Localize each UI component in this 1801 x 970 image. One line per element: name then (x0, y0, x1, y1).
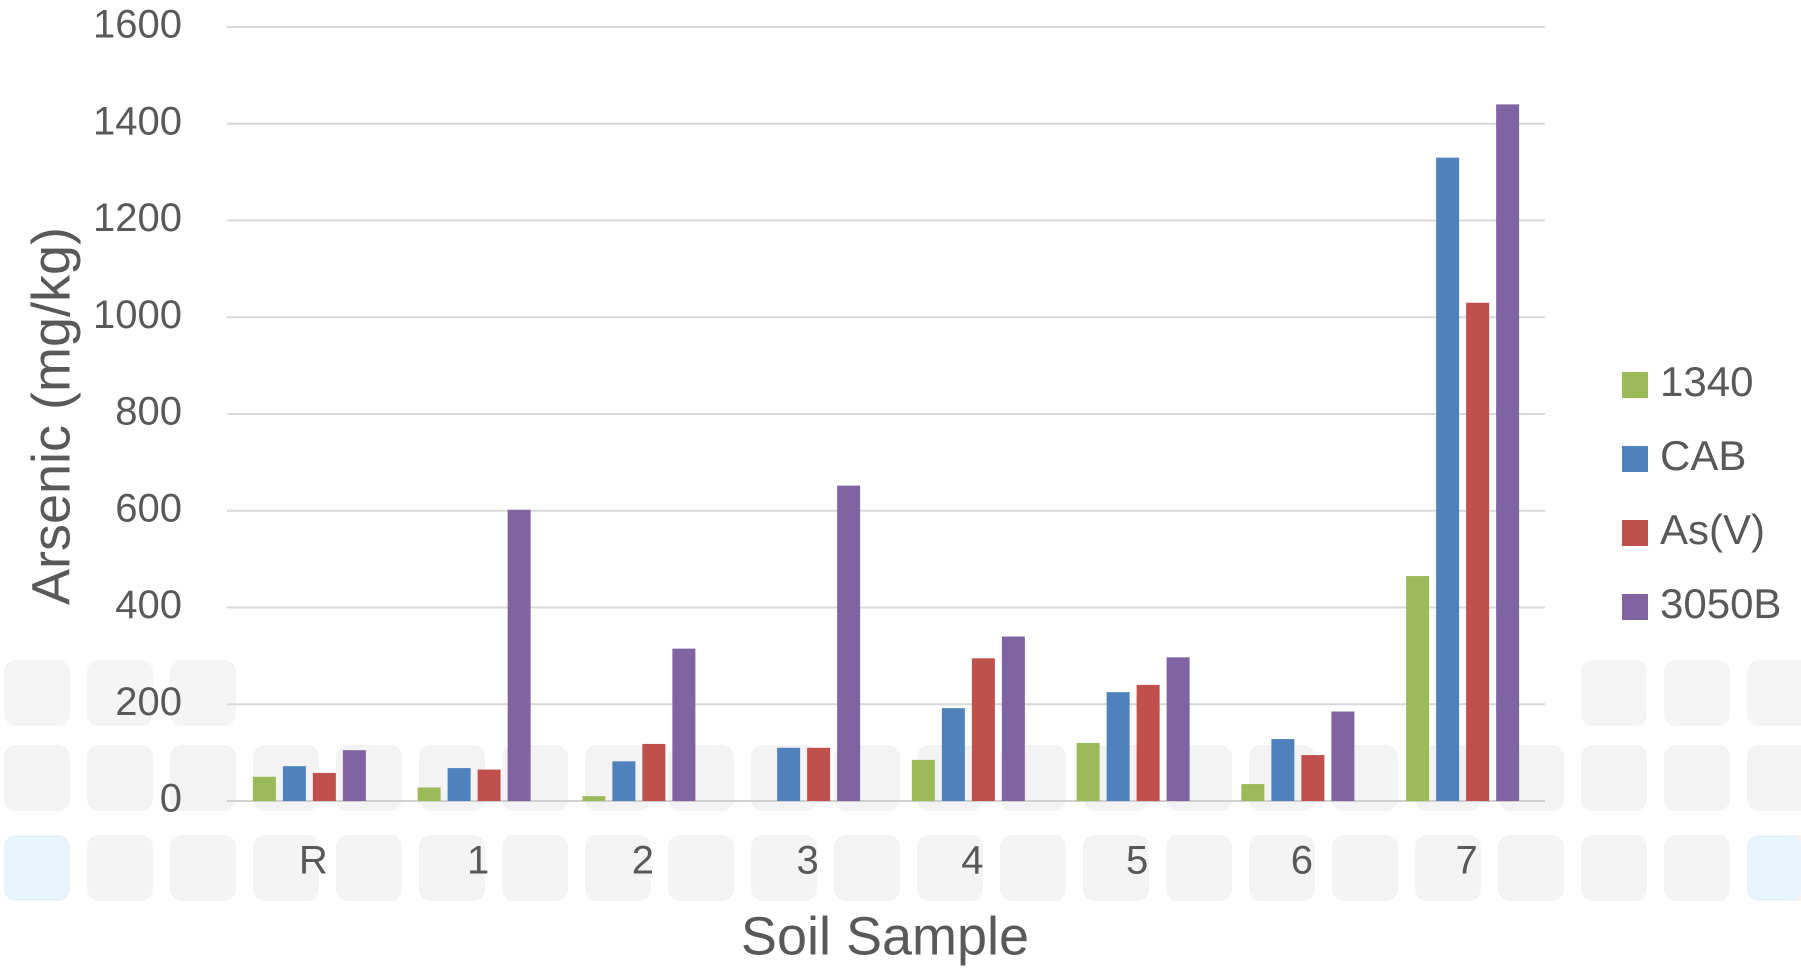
background-tile (917, 835, 983, 901)
background-tile (170, 660, 236, 726)
background-tile (170, 745, 236, 811)
bars (252, 104, 1520, 802)
gridlines (227, 26, 1545, 802)
bar (1436, 157, 1460, 802)
x-tick-label: 2 (632, 839, 654, 883)
legend: 1340 CAB As(V) 3050B (1622, 358, 1781, 627)
background-tile (1747, 660, 1801, 726)
background-tile (170, 835, 236, 901)
bar (672, 648, 696, 801)
background-tile (1083, 835, 1149, 901)
x-tick-label: 6 (1291, 839, 1313, 883)
legend-swatch (1622, 520, 1648, 546)
background-tile (87, 745, 153, 811)
bar (1076, 742, 1100, 801)
background-tile (336, 835, 402, 901)
y-axis-ticks: 0 200 400 600 800 1000 1200 1400 1600 (93, 3, 182, 821)
background-tile (1664, 660, 1730, 726)
y-tick-label: 800 (115, 390, 182, 434)
bar (777, 747, 801, 801)
background-tile (1249, 835, 1315, 901)
background-tile (87, 660, 153, 726)
bar (1001, 636, 1025, 801)
x-tick-label: R (299, 839, 328, 883)
background-tile (585, 835, 651, 901)
bar (582, 796, 606, 801)
bar (837, 485, 861, 801)
background-tile (253, 835, 319, 901)
background-tile (4, 835, 70, 901)
background-tile (4, 660, 70, 726)
background-tile (4, 745, 70, 811)
x-tick-label: 4 (961, 839, 983, 883)
x-tick-label: 5 (1126, 839, 1148, 883)
legend-swatch (1622, 372, 1648, 398)
legend-label: 3050B (1660, 580, 1781, 627)
y-tick-label: 0 (160, 777, 182, 821)
bar (1271, 739, 1295, 801)
legend-label: As(V) (1660, 506, 1765, 553)
bar (1331, 711, 1355, 801)
bar (612, 761, 636, 801)
bar (1166, 657, 1190, 801)
bar (417, 787, 441, 801)
y-axis-title: Arsenic (mg/kg) (21, 227, 81, 605)
x-tick-label: 7 (1456, 839, 1478, 883)
background-tile (1000, 835, 1066, 901)
bar (1496, 104, 1520, 801)
x-axis-title: Soil Sample (741, 906, 1029, 966)
bar (312, 772, 336, 801)
bar (971, 658, 995, 801)
bar (1301, 755, 1325, 801)
x-tick-label: 3 (797, 839, 819, 883)
background-tile (419, 835, 485, 901)
y-tick-label: 1600 (93, 3, 182, 47)
background-tile (1581, 835, 1647, 901)
bar (282, 766, 306, 801)
bar (642, 743, 666, 801)
legend-swatch (1622, 594, 1648, 620)
background-tile (1747, 745, 1801, 811)
bar (447, 768, 471, 801)
bar (1406, 576, 1430, 801)
bar (807, 747, 831, 801)
background-tile (1166, 835, 1232, 901)
background-tile (502, 835, 568, 901)
background-tile (1747, 835, 1801, 901)
bar (941, 708, 965, 801)
background-tile (1332, 835, 1398, 901)
legend-label: CAB (1660, 432, 1746, 479)
background-tile (751, 835, 817, 901)
bar (507, 509, 531, 801)
y-tick-label: 200 (115, 680, 182, 724)
background-tile (1581, 660, 1647, 726)
bar (1466, 302, 1490, 801)
x-axis-ticks: R 1 2 3 4 5 6 7 (299, 839, 1478, 883)
bar (477, 769, 501, 801)
y-tick-label: 600 (115, 486, 182, 530)
background-tile (1581, 745, 1647, 811)
legend-swatch (1622, 446, 1648, 472)
background-tile (668, 835, 734, 901)
bar (252, 776, 276, 801)
y-tick-label: 1000 (93, 293, 182, 337)
background-tile (1415, 835, 1481, 901)
y-tick-label: 1400 (93, 99, 182, 143)
bar (911, 759, 935, 801)
bar (1136, 684, 1160, 801)
y-tick-label: 400 (115, 583, 182, 627)
legend-label: 1340 (1660, 358, 1753, 405)
bar (1106, 692, 1130, 801)
x-tick-label: 1 (467, 839, 489, 883)
background-tile (1664, 835, 1730, 901)
background-tile (834, 835, 900, 901)
background-tile (1498, 835, 1564, 901)
background-tile (1664, 745, 1730, 811)
bar (342, 750, 366, 801)
background-tile (87, 835, 153, 901)
bar (1241, 784, 1265, 801)
y-tick-label: 1200 (93, 196, 182, 240)
